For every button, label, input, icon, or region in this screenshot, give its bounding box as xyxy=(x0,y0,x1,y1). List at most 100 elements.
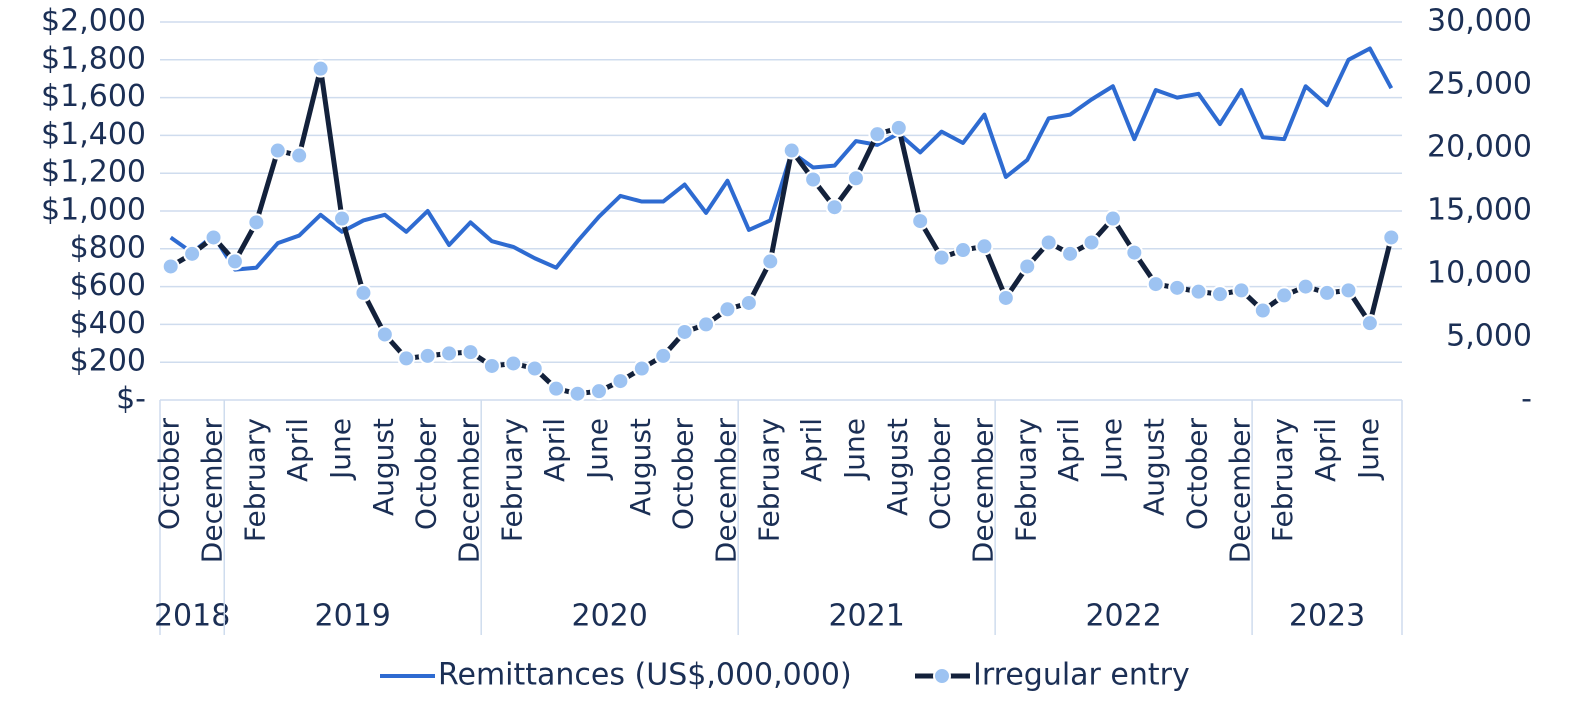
point xyxy=(482,356,501,375)
point xyxy=(1039,233,1058,252)
x-tick-label: December xyxy=(966,418,999,564)
point xyxy=(889,118,908,137)
point xyxy=(1339,281,1358,300)
point xyxy=(1382,228,1401,247)
point xyxy=(397,349,416,368)
point xyxy=(975,237,994,256)
point xyxy=(996,288,1015,307)
point xyxy=(1232,281,1251,300)
point xyxy=(846,169,865,188)
point xyxy=(1318,283,1337,302)
x-tick-label: June xyxy=(838,418,871,481)
point xyxy=(290,146,309,165)
y-tick-label: $400 xyxy=(70,306,146,341)
point xyxy=(632,359,651,378)
x-tick-label: February xyxy=(752,418,785,542)
x-tick-label: December xyxy=(196,418,229,564)
point xyxy=(1146,275,1165,294)
point xyxy=(1125,243,1144,262)
point xyxy=(1189,282,1208,301)
y2-tick-label: - xyxy=(1521,382,1532,417)
point xyxy=(1168,278,1187,297)
x-tick-label: February xyxy=(1266,418,1299,542)
x-tick-label: June xyxy=(581,418,614,481)
point xyxy=(1103,209,1122,228)
point xyxy=(718,300,737,319)
point xyxy=(418,346,437,365)
y-tick-label: $1,000 xyxy=(41,193,146,228)
x-tick-label: December xyxy=(1223,418,1256,564)
point xyxy=(568,384,587,403)
x-tick-label: August xyxy=(1138,418,1171,516)
legend-label: Irregular entry xyxy=(973,658,1190,693)
point xyxy=(268,141,287,160)
year-label: 2020 xyxy=(572,599,648,634)
y2-tick-label: 10,000 xyxy=(1427,256,1532,291)
point xyxy=(782,141,801,160)
y-tick-label: $1,600 xyxy=(41,79,146,114)
x-tick-label: October xyxy=(924,418,957,531)
point xyxy=(589,382,608,401)
point xyxy=(825,198,844,217)
x-tick-label: June xyxy=(1095,418,1128,481)
point xyxy=(911,212,930,231)
year-label: 2018 xyxy=(154,599,230,634)
y-tick-label: $600 xyxy=(70,268,146,303)
x-tick-label: April xyxy=(538,418,571,482)
x-tick-label: August xyxy=(367,418,400,516)
x-tick-label: October xyxy=(1181,418,1214,531)
x-tick-label: February xyxy=(1009,418,1042,542)
y2-tick-label: 15,000 xyxy=(1427,193,1532,228)
x-tick-label: December xyxy=(709,418,742,564)
point xyxy=(1018,257,1037,276)
year-label: 2023 xyxy=(1289,599,1365,634)
y-tick-label: $- xyxy=(116,382,146,417)
point xyxy=(1275,286,1294,305)
y-tick-label: $2,000 xyxy=(41,4,146,39)
y2-tick-label: 5,000 xyxy=(1446,319,1532,354)
y-tick-label: $1,800 xyxy=(41,41,146,76)
point xyxy=(375,325,394,344)
x-tick-label: October xyxy=(667,418,700,531)
point xyxy=(761,252,780,271)
x-tick-label: August xyxy=(881,418,914,516)
year-label: 2022 xyxy=(1085,599,1161,634)
point xyxy=(1360,314,1379,333)
point xyxy=(954,241,973,260)
y-tick-label: $200 xyxy=(70,344,146,379)
year-label: 2019 xyxy=(315,599,391,634)
point xyxy=(739,293,758,312)
point xyxy=(311,59,330,78)
point xyxy=(868,125,887,144)
x-tick-label: April xyxy=(795,418,828,482)
point xyxy=(547,379,566,398)
x-tick-label: December xyxy=(453,418,486,564)
x-tick-label: April xyxy=(1309,418,1342,482)
point xyxy=(804,170,823,189)
point xyxy=(697,315,716,334)
y2-tick-label: 30,000 xyxy=(1427,4,1532,39)
point xyxy=(1082,233,1101,252)
series-line xyxy=(169,66,1394,397)
y-tick-label: $1,400 xyxy=(41,117,146,152)
x-tick-label: April xyxy=(281,418,314,482)
point xyxy=(611,372,630,391)
series-line xyxy=(169,46,1394,272)
legend-marker xyxy=(933,667,951,685)
point xyxy=(204,228,223,247)
point xyxy=(654,346,673,365)
point xyxy=(1296,277,1315,296)
y-tick-label: $800 xyxy=(70,230,146,265)
y-tick-label: $1,200 xyxy=(41,155,146,190)
x-tick-label: October xyxy=(153,418,186,531)
y2-tick-label: 20,000 xyxy=(1427,130,1532,165)
point xyxy=(354,283,373,302)
point xyxy=(504,354,523,373)
point xyxy=(225,252,244,271)
point xyxy=(675,322,694,341)
x-tick-label: June xyxy=(1352,418,1385,481)
point xyxy=(525,359,544,378)
point xyxy=(333,209,352,228)
